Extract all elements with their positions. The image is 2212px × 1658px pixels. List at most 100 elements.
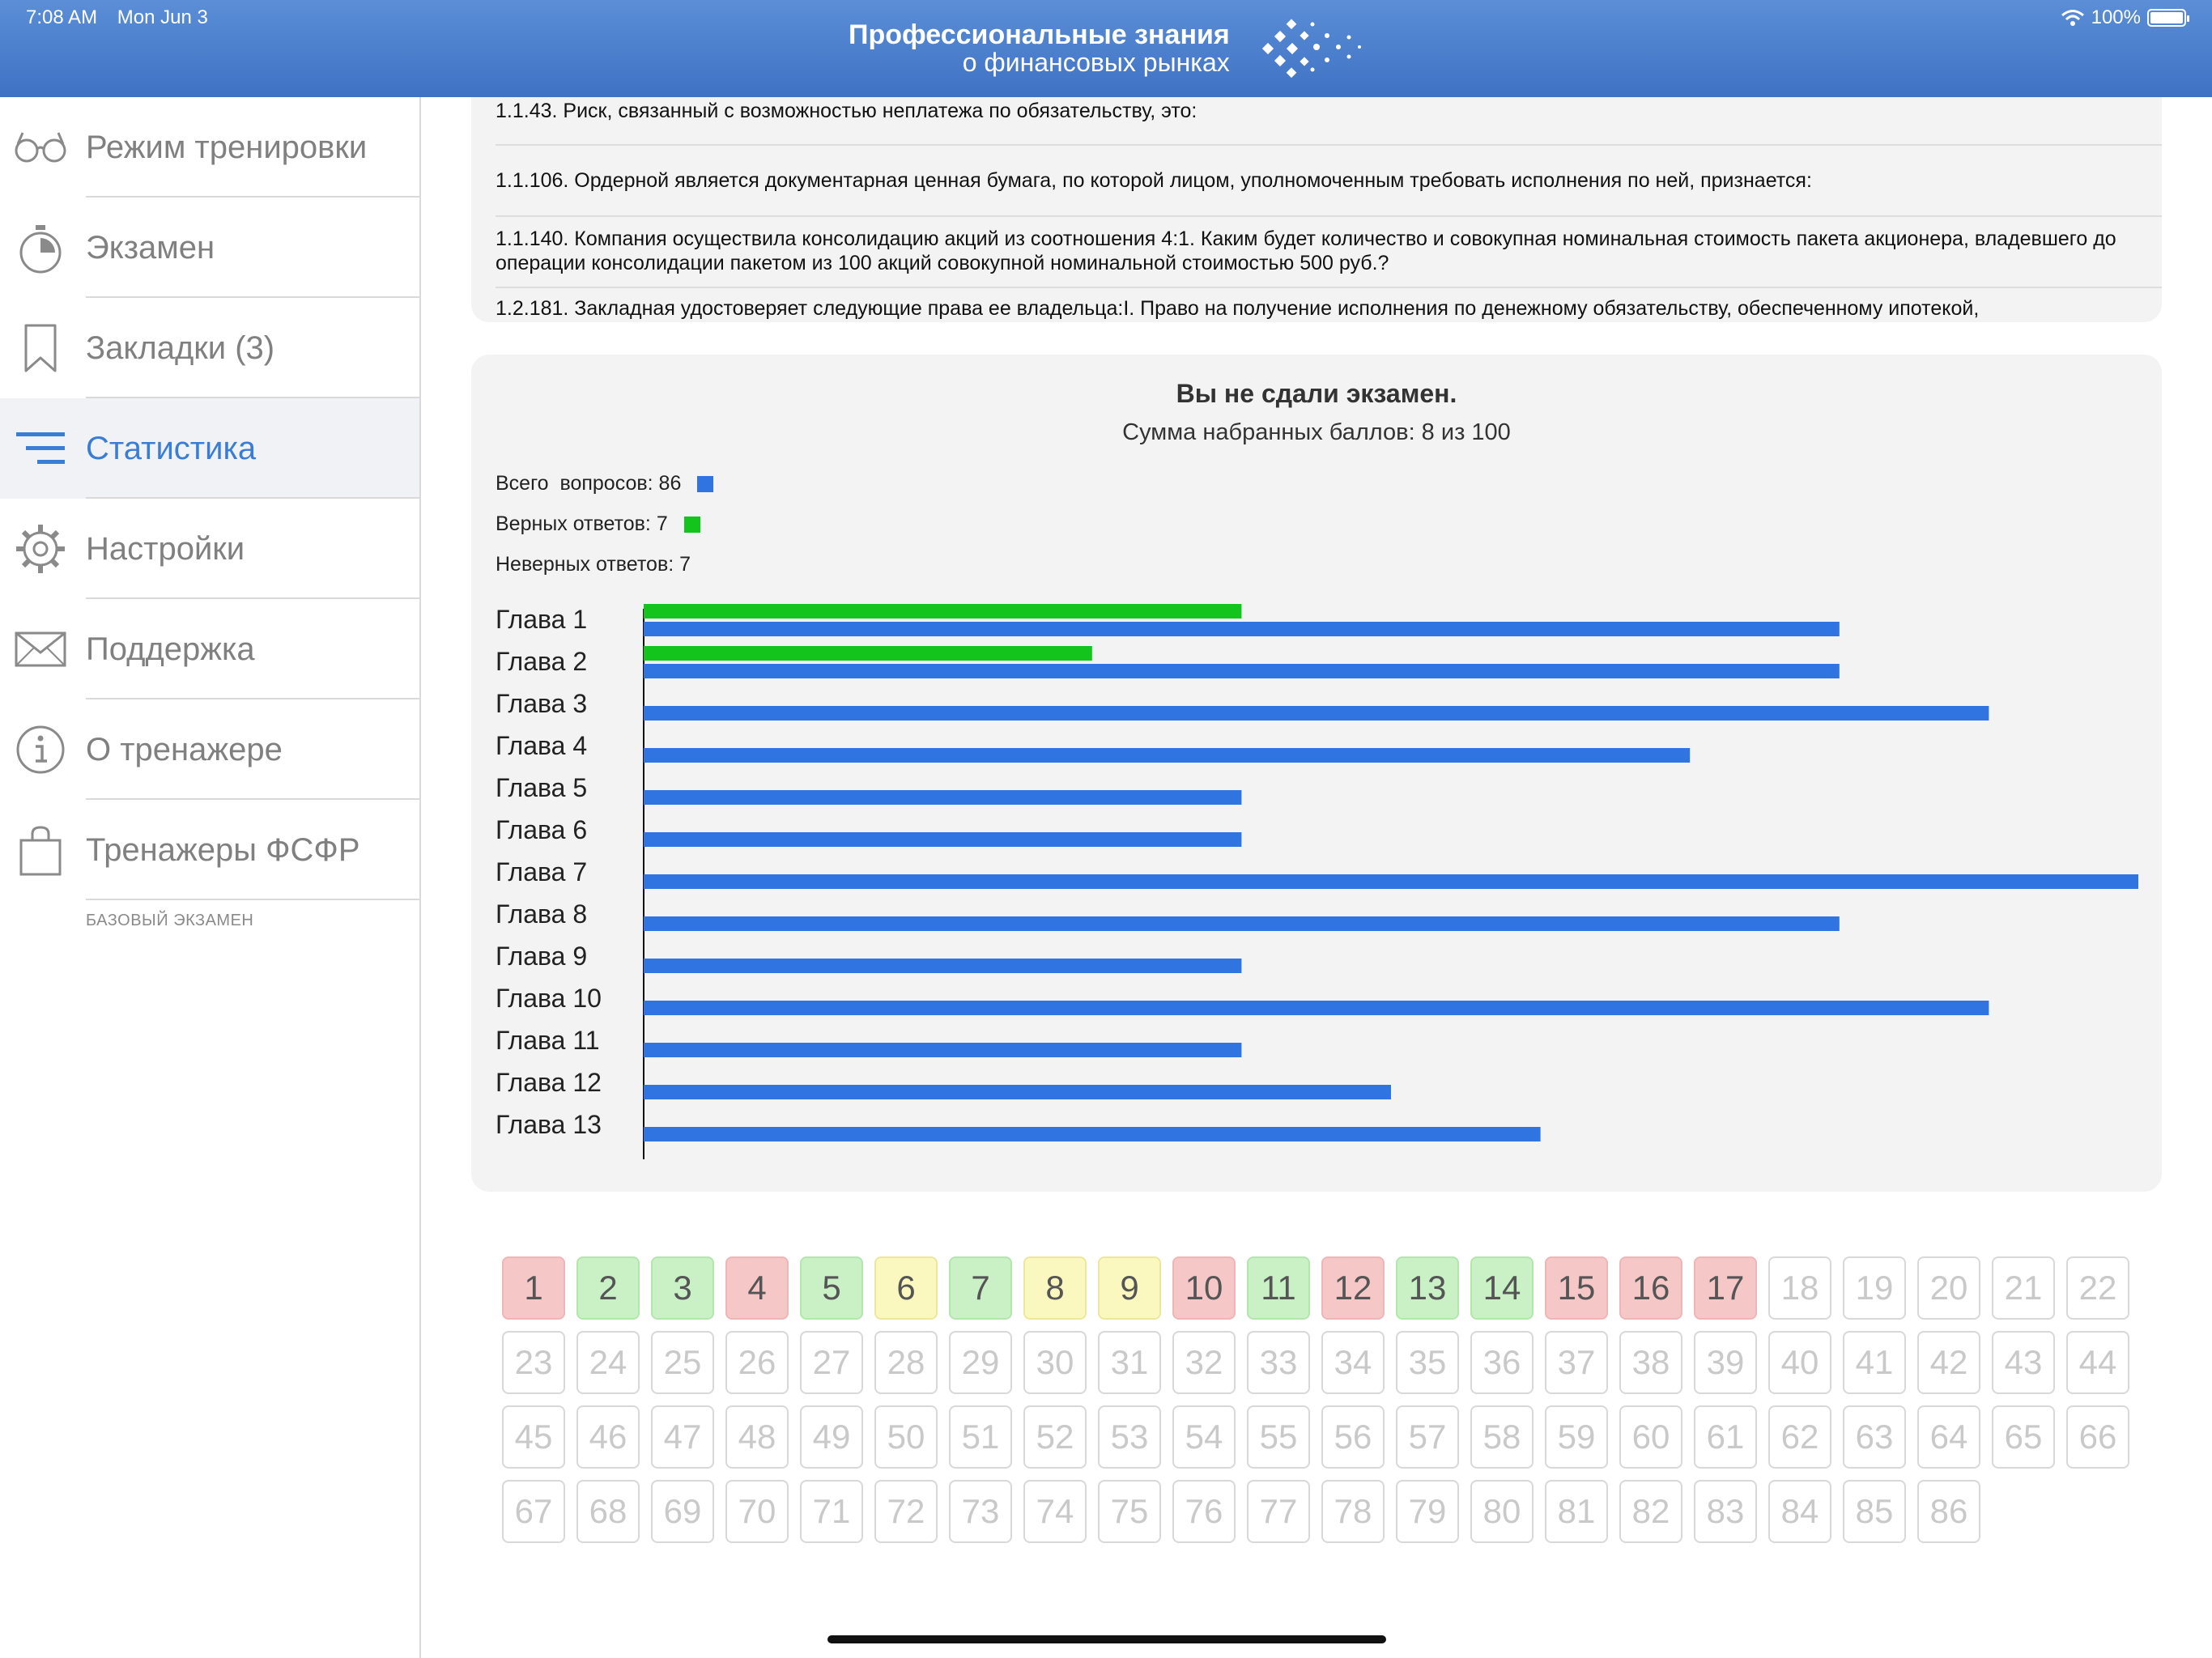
battery-icon — [2147, 9, 2189, 27]
answer-cell: 47 — [651, 1405, 714, 1469]
answer-cell: 20 — [1917, 1256, 1980, 1320]
chart-bar-total — [644, 664, 1840, 678]
result-title: Вы не сдали экзамен. — [1176, 379, 1457, 408]
sidebar-item-support[interactable]: Поддержка — [0, 599, 419, 699]
shopping-bag-icon — [19, 826, 62, 876]
chart-bar-total — [644, 1043, 1242, 1057]
chart-category-label: Глава 9 — [496, 942, 587, 971]
answer-cell: 26 — [725, 1331, 789, 1394]
legend-wrong: Неверных ответов: 7 — [496, 553, 691, 576]
answer-cell: 44 — [2066, 1331, 2129, 1394]
logo-subtitle: о финансовых рынках — [962, 48, 1230, 77]
sidebar-item-bookmarks[interactable]: Закладки (3) — [0, 298, 419, 398]
answer-cell: 28 — [874, 1331, 938, 1394]
question-item[interactable]: 1.1.43. Риск, связанный с возможностью н… — [496, 100, 1197, 122]
answer-cell[interactable]: 17 — [1694, 1256, 1757, 1320]
answer-cell: 76 — [1172, 1480, 1236, 1543]
legend-wrong-label: Неверных ответов: 7 — [496, 553, 691, 576]
answer-cell: 50 — [874, 1405, 938, 1469]
answer-cell: 19 — [1843, 1256, 1906, 1320]
answer-cell: 65 — [1992, 1405, 2055, 1469]
answer-cell: 83 — [1694, 1480, 1757, 1543]
sidebar-item-training[interactable]: Режим тренировки — [0, 97, 419, 198]
sidebar-item-statistics[interactable]: Статистика — [0, 398, 419, 499]
answer-cell: 63 — [1843, 1405, 1906, 1469]
answer-cell[interactable]: 13 — [1396, 1256, 1459, 1320]
chart-bar-total — [644, 916, 1840, 931]
sidebar-item-label: Поддержка — [86, 631, 255, 667]
chart-bar-total — [644, 832, 1242, 847]
answer-cell: 32 — [1172, 1331, 1236, 1394]
answer-cell: 51 — [949, 1405, 1012, 1469]
answer-cell: 68 — [576, 1480, 640, 1543]
answer-cell: 39 — [1694, 1331, 1757, 1394]
sidebar-item-label: Режим тренировки — [86, 129, 368, 165]
answer-cell: 31 — [1098, 1331, 1161, 1394]
sidebar-item-settings[interactable]: Настройки — [0, 499, 419, 599]
answer-cell: 60 — [1619, 1405, 1682, 1469]
legend-total-label: Всего вопросов: 86 — [496, 472, 682, 495]
answer-cell: 77 — [1247, 1480, 1310, 1543]
chart-category-label: Глава 5 — [496, 773, 587, 802]
answer-cell: 56 — [1321, 1405, 1385, 1469]
answer-cell: 22 — [2066, 1256, 2129, 1320]
question-item[interactable]: 1.1.140. Компания осуществила консолидац… — [496, 227, 2116, 274]
answer-cell[interactable]: 9 — [1098, 1256, 1161, 1320]
question-item[interactable]: 1.2.181. Закладная удостоверяет следующи… — [496, 297, 1980, 320]
chart-bar-correct — [644, 646, 1092, 661]
bookmark-icon — [24, 324, 57, 372]
answer-cell: 54 — [1172, 1405, 1236, 1469]
answer-cell: 41 — [1843, 1331, 1906, 1394]
answer-cell: 81 — [1545, 1480, 1608, 1543]
answer-cell[interactable]: 6 — [874, 1256, 938, 1320]
chart-bar-total — [644, 748, 1691, 763]
legend-correct: Верных ответов: 7 — [496, 512, 700, 536]
answer-cell: 57 — [1396, 1405, 1459, 1469]
stats-list-icon — [16, 432, 65, 464]
answer-cell: 64 — [1917, 1405, 1980, 1469]
answer-cell: 37 — [1545, 1331, 1608, 1394]
answer-cell: 86 — [1917, 1480, 1980, 1543]
answer-cell[interactable]: 2 — [576, 1256, 640, 1320]
chart-category-label: Глава 12 — [496, 1068, 602, 1097]
answer-cell: 82 — [1619, 1480, 1682, 1543]
chart-bar-total — [644, 706, 1989, 721]
answer-cell[interactable]: 7 — [949, 1256, 1012, 1320]
sidebar-item-label: Закладки (3) — [86, 329, 275, 366]
answer-cell: 84 — [1768, 1480, 1831, 1543]
answer-cell: 52 — [1023, 1405, 1087, 1469]
answer-cell: 48 — [725, 1405, 789, 1469]
answer-cell[interactable]: 8 — [1023, 1256, 1087, 1320]
answer-cell: 18 — [1768, 1256, 1831, 1320]
answer-cell[interactable]: 14 — [1470, 1256, 1534, 1320]
answer-cell: 72 — [874, 1480, 938, 1543]
answer-cell: 55 — [1247, 1405, 1310, 1469]
answer-cell[interactable]: 11 — [1247, 1256, 1310, 1320]
answer-cell[interactable]: 15 — [1545, 1256, 1608, 1320]
answer-cell: 70 — [725, 1480, 789, 1543]
sidebar-caption: БАЗОВЫЙ ЭКЗАМЕН — [86, 912, 254, 929]
answer-cell[interactable]: 12 — [1321, 1256, 1385, 1320]
answer-cell[interactable]: 3 — [651, 1256, 714, 1320]
answer-cell[interactable]: 1 — [502, 1256, 565, 1320]
sidebar-item-exam[interactable]: Экзамен — [0, 198, 419, 298]
sidebar-item-fsfr-trainers[interactable]: Тренажеры ФСФР — [0, 800, 419, 900]
answer-cell[interactable]: 4 — [725, 1256, 789, 1320]
answer-cell: 53 — [1098, 1405, 1161, 1469]
sidebar-item-label: Тренажеры ФСФР — [86, 831, 360, 868]
answer-cell: 43 — [1992, 1331, 2055, 1394]
sidebar-item-about[interactable]: О тренажере — [0, 699, 419, 800]
answer-cell: 80 — [1470, 1480, 1534, 1543]
app-logo: Профессиональные знания о финансовых рын… — [849, 16, 1369, 81]
legend-correct-label: Верных ответов: 7 — [496, 512, 668, 535]
answer-cell: 45 — [502, 1405, 565, 1469]
answer-cell[interactable]: 10 — [1172, 1256, 1236, 1320]
answer-cell[interactable]: 5 — [800, 1256, 863, 1320]
answer-cell[interactable]: 16 — [1619, 1256, 1682, 1320]
sidebar: Режим тренировки Экзамен Закладки (3) Ст… — [0, 97, 421, 1658]
chart-category-label: Глава 10 — [496, 984, 602, 1013]
question-item[interactable]: 1.1.106. Ордерной является документарная… — [496, 169, 1812, 192]
answer-cell: 66 — [2066, 1405, 2129, 1469]
sidebar-item-label: Статистика — [86, 430, 257, 466]
answer-cell: 85 — [1843, 1480, 1906, 1543]
